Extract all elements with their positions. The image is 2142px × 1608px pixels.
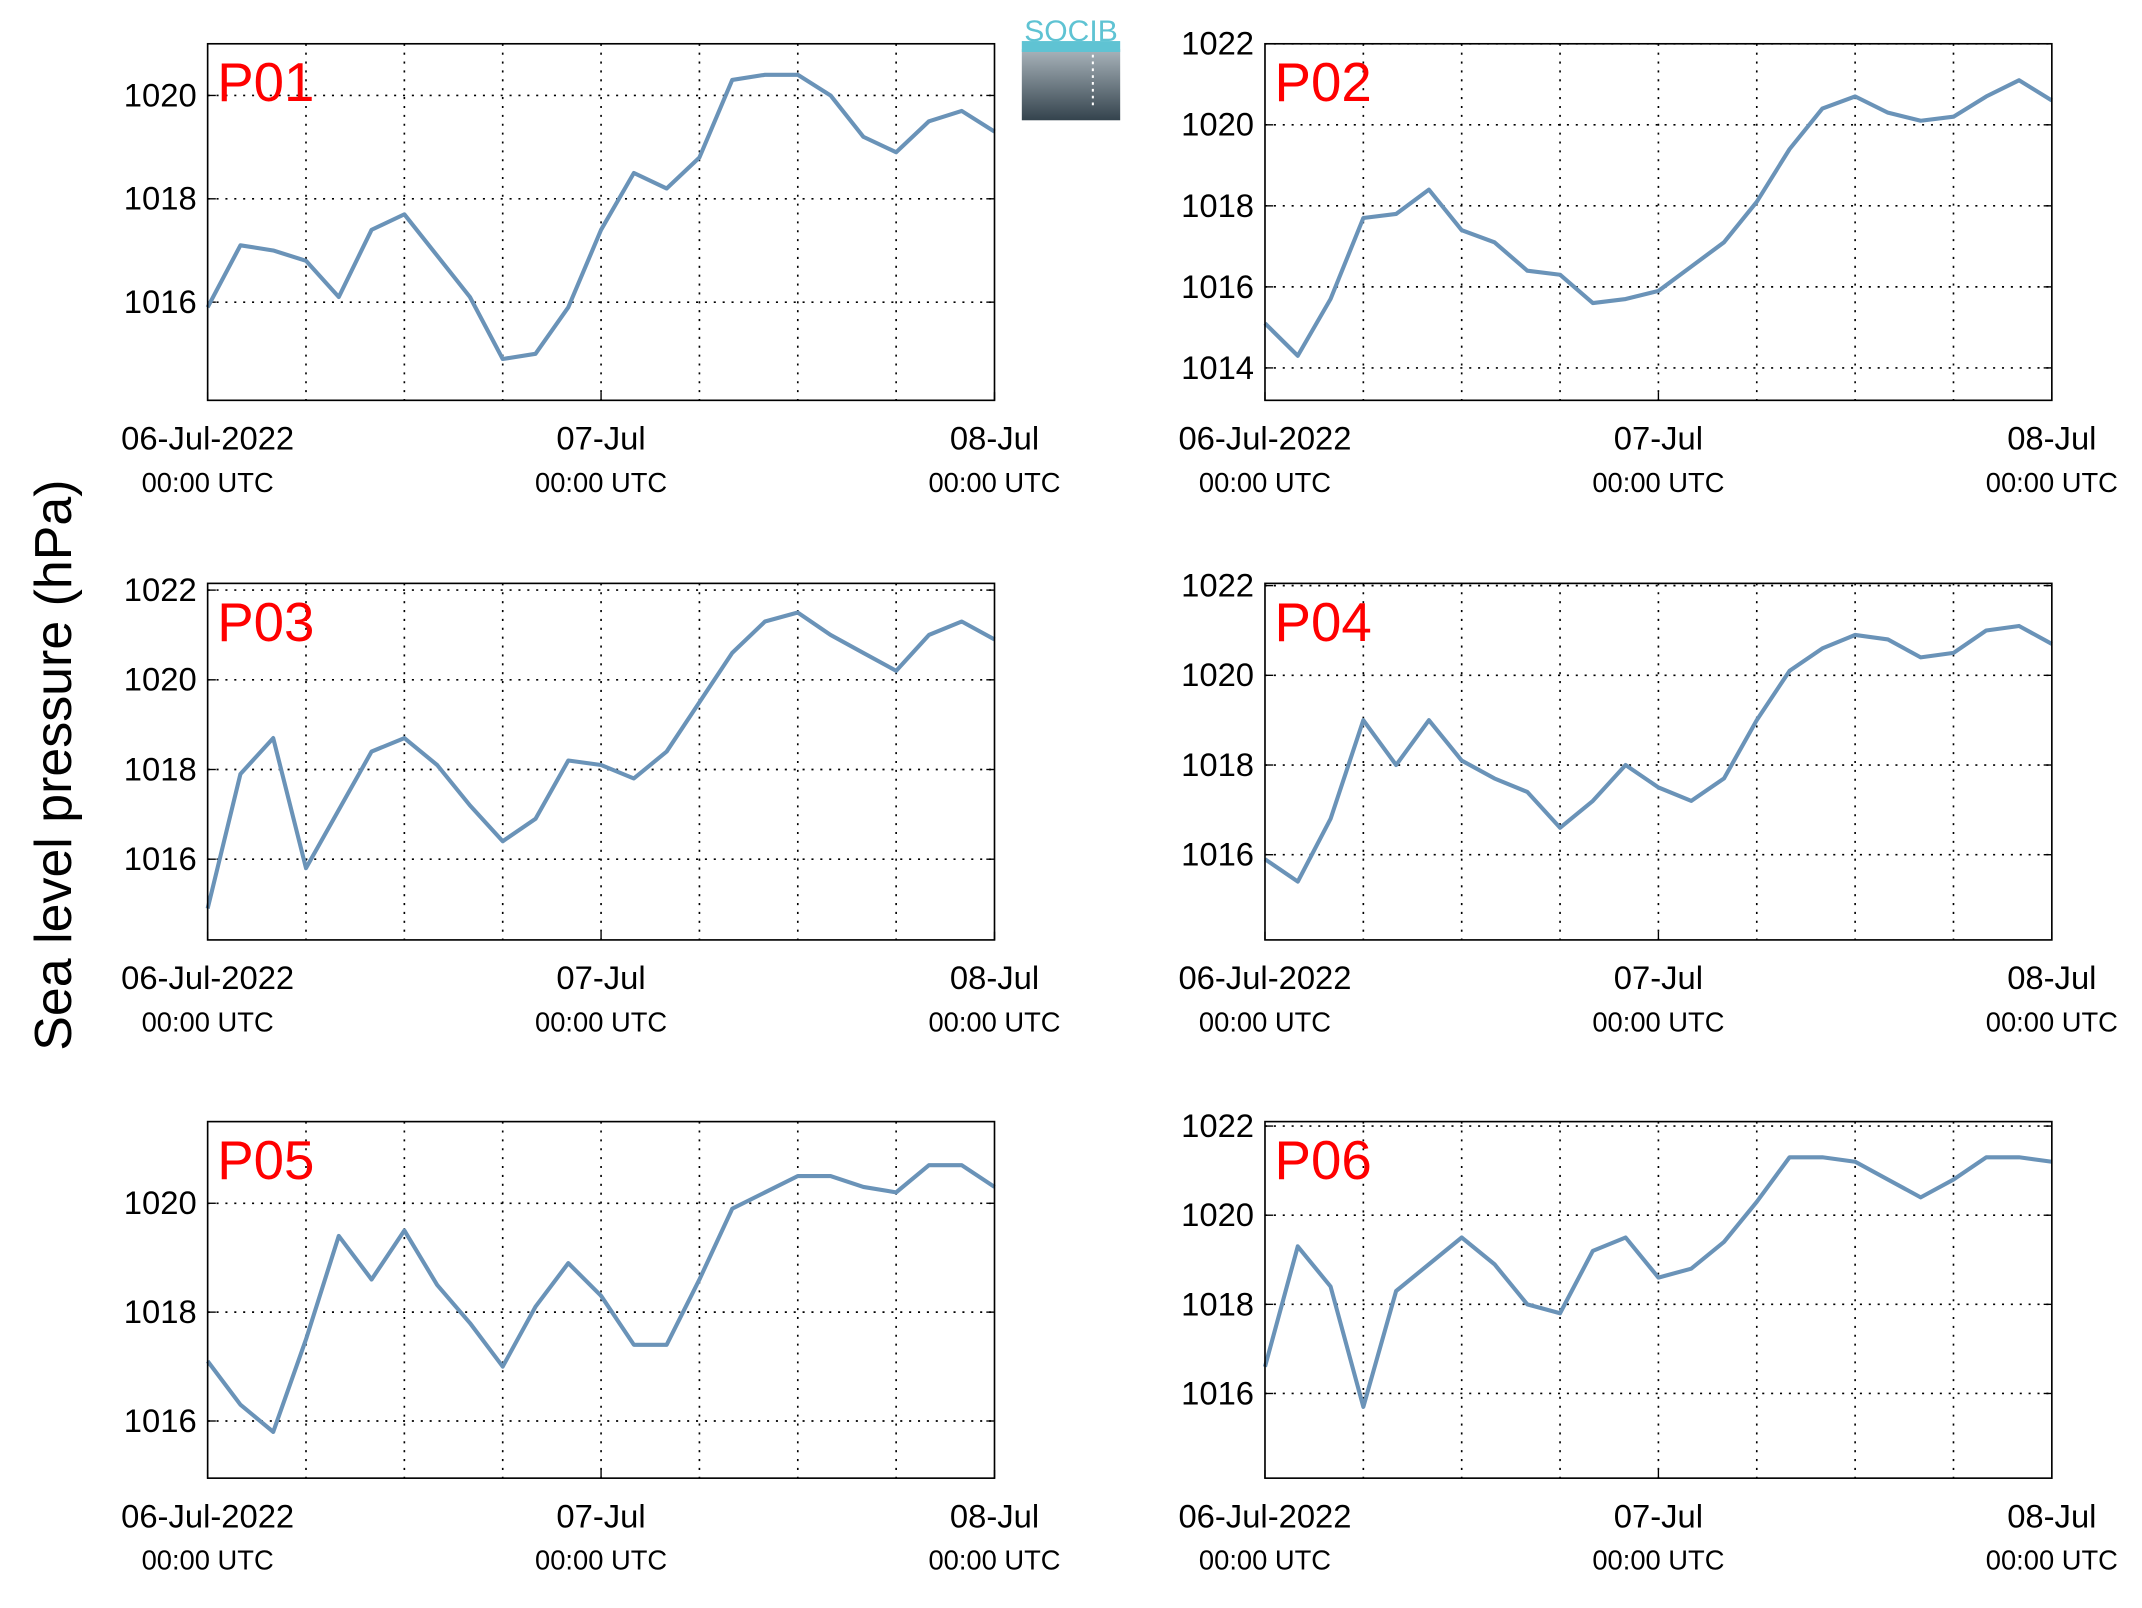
y-tick-label: 1016 [1181,836,1254,873]
x-tick-label: 00:00 UTC [535,1545,667,1576]
y-tick-label: 1020 [124,661,197,698]
y-tick-label: 1018 [1181,1285,1254,1322]
x-tick-label: 00:00 UTC [535,467,667,498]
y-tick-label: 1022 [1181,567,1254,604]
data-line [1263,623,2053,884]
x-tick-label: 00:00 UTC [1199,1545,1331,1576]
x-tick-label: 06-Jul-2022 [1178,959,1351,996]
x-tick-label: 08-Jul [2007,420,2096,457]
panel: 1016 1018 1020 1022 06-Jul-2022 00:00 UTC 07-J… [1178,1107,2117,1576]
x-tick-label: 00:00 UTC [928,1545,1060,1576]
panel-title: P04 [1275,592,1372,653]
data-line [205,72,996,362]
y-axis-label: Sea level pressure (hPa) [25,479,83,1050]
panel: 1016 1018 1020 1022 06-Jul-2022 00:00 UTC 07-J… [121,571,1060,1037]
x-tick-label: 00:00 UTC [535,1006,667,1037]
y-tick-label: 1022 [1181,1107,1254,1144]
y-tick-label: 1022 [124,571,197,608]
logo-text: SOCIB [1024,15,1118,48]
panel-title: P01 [217,52,314,113]
x-tick-label: 07-Jul [556,420,645,457]
panel: 1014 1016 1018 1020 1022 06-Jul-2022 00:00 UTC… [1178,25,2117,498]
x-tick-label: 00:00 UTC [1199,1006,1331,1037]
y-tick-label: 1016 [124,1402,197,1439]
panel: 1016 1018 1020 1022 06-Jul-2022 00:00 UTC 07-J… [1178,567,2117,1038]
x-tick-label: 00:00 UTC [142,1545,274,1576]
x-tick-label: 00:00 UTC [142,1006,274,1037]
x-tick-label: 00:00 UTC [928,1006,1060,1037]
panel-title: P05 [217,1130,314,1191]
y-tick-label: 1018 [1181,746,1254,783]
x-tick-label: 00:00 UTC [1986,467,2118,498]
panel-title: P06 [1275,1130,1372,1191]
y-tick-label: 1018 [124,1293,197,1330]
x-tick-label: 06-Jul-2022 [121,420,294,457]
data-line [1263,1155,2053,1409]
x-tick-label: 06-Jul-2022 [121,1497,294,1534]
x-tick-label: 08-Jul [2007,1497,2096,1534]
x-tick-label: 07-Jul [1614,959,1703,996]
y-tick-label: 1020 [124,1184,197,1221]
x-tick-label: 08-Jul [950,1497,1039,1534]
y-tick-label: 1016 [1181,268,1254,305]
plot-frame [1264,42,2053,402]
x-tick-label: 00:00 UTC [1592,1545,1724,1576]
x-tick-label: 00:00 UTC [1986,1545,2118,1576]
x-tick-label: 00:00 UTC [1592,467,1724,498]
y-tick-label: 1022 [1181,25,1254,62]
data-line [206,1163,996,1434]
logo-box [1021,49,1121,121]
panel: 1016 1018 1020 06-Jul-2022 00:00 UTC 07-Jul 00… [121,1120,1061,1576]
y-tick-label: 1016 [124,283,197,320]
plot-frame [1264,1120,2053,1479]
y-tick-label: 1016 [124,840,197,877]
logo-band [1021,41,1121,52]
x-tick-label: 08-Jul [950,959,1039,996]
plot-frame [1264,582,2053,941]
plot-frame [206,1120,996,1479]
y-tick-label: 1020 [1181,656,1254,693]
x-tick-label: 00:00 UTC [928,467,1060,498]
data-line [205,610,996,910]
y-tick-label: 1014 [1181,349,1254,386]
x-tick-label: 08-Jul [2007,959,2096,996]
panel-title: P02 [1275,52,1372,113]
panel-title: P03 [217,592,314,653]
x-tick-label: 07-Jul [1614,1497,1703,1534]
x-tick-label: 00:00 UTC [1199,467,1331,498]
y-tick-label: 1020 [124,76,197,113]
x-tick-label: 07-Jul [556,959,645,996]
logo: SOCIB [1021,15,1121,121]
x-tick-label: 00:00 UTC [1592,1006,1724,1037]
panel: 1016 1018 1020 06-Jul-2022 00:00 UTC 07-Jul 00… [121,42,1061,498]
y-tick-label: 1018 [1181,187,1254,224]
plot-frame [206,42,996,402]
y-tick-label: 1018 [124,750,197,787]
x-tick-label: 07-Jul [556,1497,645,1534]
x-tick-label: 06-Jul-2022 [1178,1497,1351,1534]
plot-frame [206,582,996,941]
x-tick-label: 00:00 UTC [1986,1006,2118,1037]
x-tick-label: 07-Jul [1614,420,1703,457]
x-tick-label: 06-Jul-2022 [1178,420,1351,457]
data-line [1263,78,2053,358]
y-tick-label: 1016 [1181,1374,1254,1411]
x-tick-label: 08-Jul [950,420,1039,457]
y-tick-label: 1020 [1181,1196,1254,1233]
x-tick-label: 00:00 UTC [142,467,274,498]
y-tick-label: 1018 [124,180,197,217]
x-tick-label: 06-Jul-2022 [121,959,294,996]
y-tick-label: 1020 [1181,106,1254,143]
